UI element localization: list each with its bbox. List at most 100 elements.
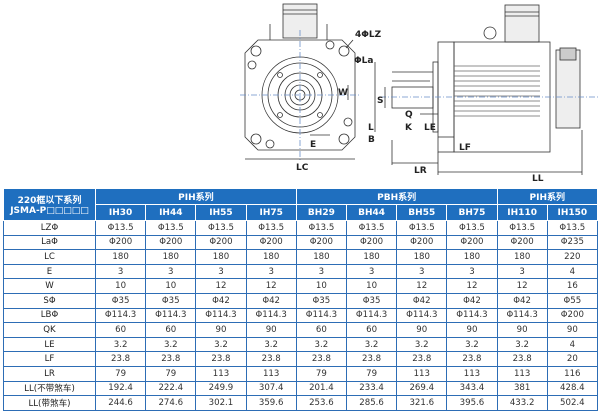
table-cell: Φ35 [145, 292, 197, 309]
table-cell: Φ13.5 [145, 220, 197, 236]
table-row: LE 3.2 3.2 3.2 3.2 3.2 3.2 3.2 3.2 3.2 4 [3, 336, 598, 353]
label-la: ΦLa [354, 56, 373, 66]
group-header: PBH系列 [295, 188, 498, 205]
label-w: W [338, 88, 348, 98]
row-label: LaΦ [3, 234, 96, 251]
front-view [240, 3, 360, 160]
model-header: BH55 [396, 204, 448, 221]
table-cell: Φ42 [195, 292, 247, 309]
table-cell: 23.8 [345, 351, 398, 367]
table-cell: 3 [145, 263, 197, 280]
table-cell: 113 [496, 365, 548, 382]
table-cell: 23.8 [195, 351, 247, 367]
table-cell: 180 [195, 249, 247, 265]
table-cell: Φ13.5 [396, 220, 448, 236]
table-cell: 3.2 [195, 336, 247, 353]
table-cell: 3 [245, 263, 297, 280]
group-header: PIH系列 [95, 188, 297, 205]
table-cell: 249.9 [195, 380, 247, 397]
row-label: E [3, 263, 96, 280]
table-row: SΦ Φ35 Φ35 Φ42 Φ42 Φ35 Φ35 Φ42 Φ42 Φ42 Φ55 [3, 292, 598, 309]
table-cell: 233.4 [345, 380, 398, 397]
table-cell: 180 [245, 249, 297, 265]
model-header: IH44 [145, 204, 197, 221]
model-header: IH55 [195, 204, 247, 221]
model-header-row: IH30 IH44 IH55 IH75 BH29 BH44 BH55 BH75 IH110 IH1… [4, 204, 598, 221]
table-cell: 343.4 [446, 380, 498, 397]
label-k: K [405, 123, 413, 133]
table-row: LF 23.8 23.8 23.8 23.8 23.8 23.8 23.8 23.8 23.8 20 [3, 351, 598, 367]
dimension-table: 220框以下系列 JSMA-P□□□□□ PIH系列 PBH系列 PIH系列 I… [3, 188, 598, 411]
table-cell: Φ13.5 [546, 220, 598, 236]
table-cell: 113 [195, 365, 247, 382]
table-cell: Φ35 [94, 292, 147, 309]
table-cell: Φ200 [195, 234, 247, 251]
row-label: W [3, 278, 96, 294]
table-cell: 180 [446, 249, 498, 265]
table-cell: 23.8 [295, 351, 347, 367]
table-cell: 79 [94, 365, 147, 382]
table-cell: 285.6 [345, 395, 398, 411]
table-cell: 90 [446, 322, 498, 338]
table-cell: Φ13.5 [496, 220, 548, 236]
table-cell: Φ35 [295, 292, 347, 309]
label-ll: LL [532, 174, 544, 184]
row-label: LBΦ [3, 307, 96, 324]
table-cell: Φ200 [345, 234, 398, 251]
table-cell: 359.6 [245, 395, 297, 411]
table-cell: 302.1 [195, 395, 247, 411]
table-cell: 23.8 [245, 351, 297, 367]
table-cell: 23.8 [446, 351, 498, 367]
table-cell: 180 [145, 249, 197, 265]
table-cell: Φ235 [546, 234, 598, 251]
table-cell: Φ200 [396, 234, 448, 251]
table-cell: 79 [145, 365, 197, 382]
table-cell: 10 [295, 278, 347, 294]
table-row: LL(带煞车) 244.6 274.6 302.1 359.6 253.6 285.6 321… [3, 395, 598, 411]
table-cell: 113 [245, 365, 297, 382]
row-label: LE [3, 336, 96, 353]
model-header: IH75 [245, 204, 297, 221]
label-lr: LR [414, 166, 427, 176]
table-cell: 90 [546, 322, 598, 338]
table-cell: 274.6 [145, 395, 197, 411]
row-label: SΦ [3, 292, 96, 309]
side-view [374, 4, 600, 175]
table-cell: 3.2 [145, 336, 197, 353]
table-cell: Φ200 [496, 234, 548, 251]
table-cell: 180 [94, 249, 147, 265]
table-cell: 3.2 [396, 336, 448, 353]
table-cell: 79 [295, 365, 347, 382]
table-cell: Φ114.3 [195, 307, 247, 324]
model-header: IH110 [496, 204, 548, 221]
table-row: W 10 10 12 12 10 10 12 12 12 16 [3, 278, 598, 294]
table-cell: 180 [496, 249, 548, 265]
table-cell: 428.4 [546, 380, 598, 397]
table-cell: 60 [145, 322, 197, 338]
label-b: B [368, 135, 375, 145]
table-cell: 10 [145, 278, 197, 294]
motor-dimension-drawing: 4ΦLZ ΦLa W E LC S Q K L B LE LF LR LL [240, 3, 600, 184]
table-cell: 269.4 [396, 380, 448, 397]
table-cell: Φ114.3 [295, 307, 347, 324]
table-cell: 180 [295, 249, 347, 265]
row-label: LL(不带煞车) [3, 380, 96, 397]
table-row: LZΦ Φ13.5 Φ13.5 Φ13.5 Φ13.5 Φ13.5 Φ13.5 Φ13.5 Φ1… [3, 220, 598, 236]
table-cell: 79 [345, 365, 398, 382]
table-cell: 90 [396, 322, 448, 338]
table-cell: 90 [496, 322, 548, 338]
table-cell: 307.4 [245, 380, 297, 397]
label-lc: LC [296, 163, 309, 173]
table-cell: 244.6 [94, 395, 147, 411]
table-cell: 20 [546, 351, 598, 367]
table-cell: 220 [546, 249, 598, 265]
table-row: LL(不带煞车) 192.4 222.4 249.9 307.4 201.4 233.4 26… [3, 380, 598, 397]
row-label: LC [3, 249, 96, 265]
table-cell: Φ200 [245, 234, 297, 251]
table-cell: 180 [396, 249, 448, 265]
table-cell: 3.2 [446, 336, 498, 353]
table-cell: Φ13.5 [195, 220, 247, 236]
table-row: LBΦ Φ114.3 Φ114.3 Φ114.3 Φ114.3 Φ114.3 Φ114.3 Φ… [3, 307, 598, 324]
table-cell: 116 [546, 365, 598, 382]
table-cell: 180 [345, 249, 398, 265]
